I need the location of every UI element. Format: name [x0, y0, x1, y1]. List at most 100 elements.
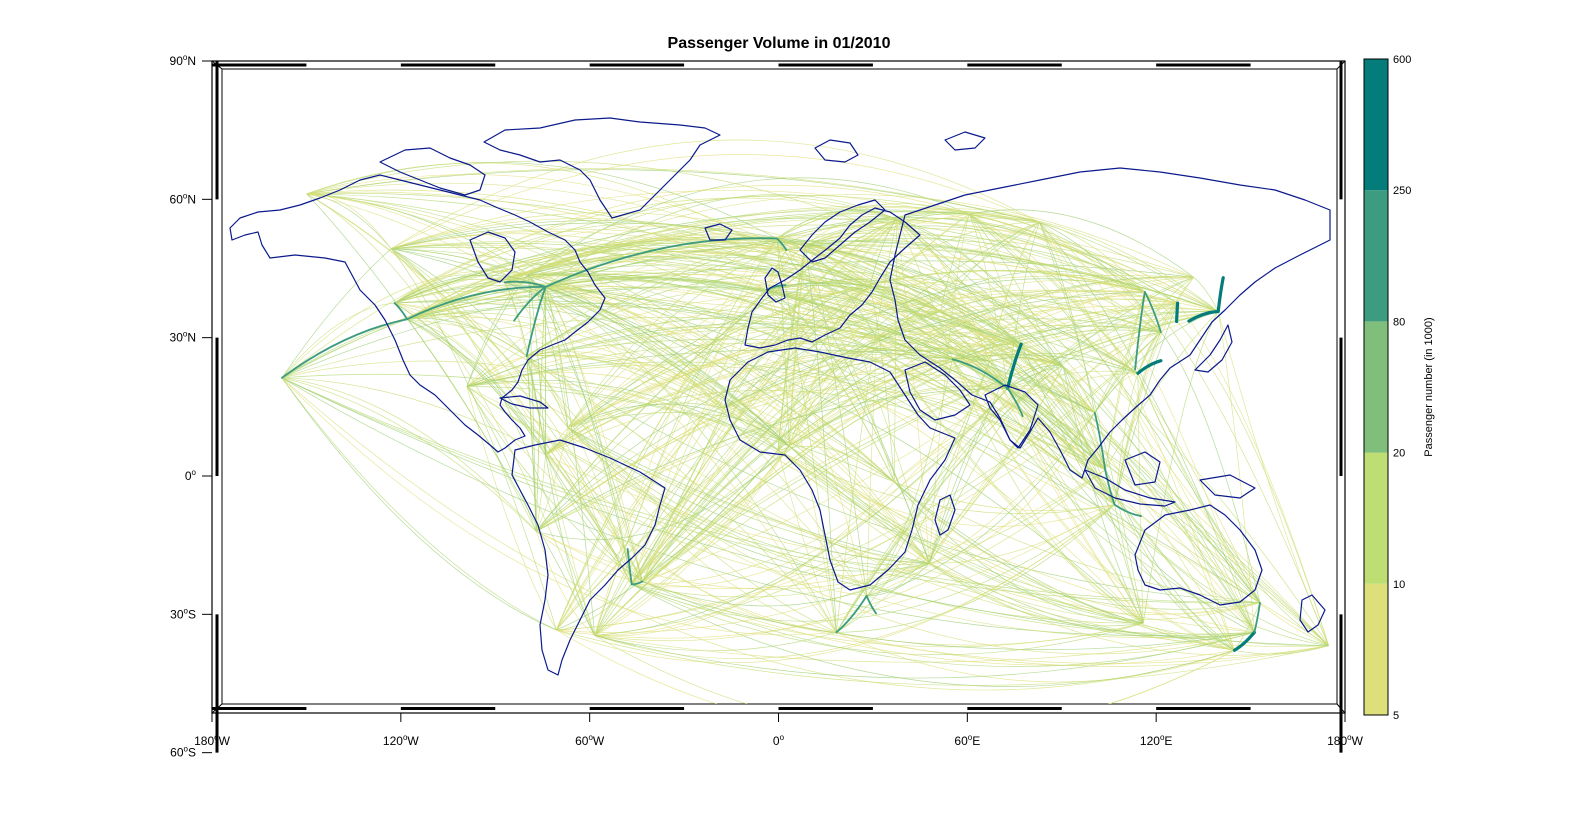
route-arc: [466, 296, 1178, 387]
lon-label: 60oW: [575, 733, 605, 748]
route-arc: [528, 270, 1329, 646]
route-arc: [1007, 388, 1255, 633]
route-arc: [528, 274, 546, 455]
colorbar-tick-label: 80: [1393, 316, 1405, 328]
route-arc: [567, 427, 930, 564]
route-arc: [989, 222, 1040, 362]
route-arc: [1114, 331, 1162, 505]
route-arc: [545, 454, 643, 582]
colorbar-bin: [1364, 321, 1388, 453]
colorbar-bin: [1364, 583, 1388, 715]
route-arc: [777, 449, 1329, 656]
route-arc: [556, 629, 1329, 686]
route-arc: [1160, 331, 1261, 603]
route-arc: [526, 354, 930, 564]
major-route: [1006, 342, 1023, 390]
route-arc: [390, 248, 633, 585]
route-arc: [526, 355, 837, 633]
route-arc: [306, 193, 1261, 604]
route-arc: [466, 386, 837, 633]
route-arc: [526, 355, 1261, 604]
major-route: [1253, 601, 1261, 634]
route-arc: [929, 504, 1115, 564]
route-arc: [631, 308, 1219, 585]
route-arc: [535, 218, 897, 532]
route-arc: [281, 377, 1261, 604]
major-route: [835, 595, 868, 634]
route-arc: [642, 311, 1219, 582]
longitude-labels: 180oW 120oW 60oW 0o 60oE 120oE 180oW: [194, 713, 1364, 748]
route-arc: [1007, 331, 1161, 389]
route-arc: [836, 276, 1194, 633]
route-arc: [989, 353, 1139, 374]
route-arc: [805, 217, 1146, 293]
route-arc: [390, 154, 1040, 250]
route-arc: [642, 562, 930, 607]
route-arc: [466, 274, 529, 387]
route-arc: [1144, 291, 1329, 646]
route-arc: [1142, 311, 1219, 624]
route-arc: [1137, 331, 1162, 374]
lon-label: 0o: [773, 733, 785, 748]
route-arc: [504, 207, 1040, 283]
route-arc: [391, 222, 1139, 374]
route-arc: [989, 360, 1008, 389]
route-arc: [394, 301, 1144, 624]
route-arc: [466, 386, 557, 631]
major-route: [1136, 359, 1163, 375]
coast-madagascar: [934, 494, 956, 536]
route-arc: [1062, 365, 1096, 413]
map-frame: [211, 60, 1346, 753]
route-arc: [594, 331, 1162, 636]
major-route: [630, 580, 644, 586]
route-arc: [545, 454, 643, 582]
route-arc: [526, 356, 546, 455]
route-arc: [406, 318, 546, 455]
lon-label: 120oW: [383, 733, 419, 748]
coast-novaya-zemlya: [944, 131, 986, 151]
route-arc: [594, 445, 790, 636]
route-arc: [1114, 504, 1144, 624]
route-arc: [567, 337, 877, 428]
route-arc: [406, 286, 1106, 471]
route-arc: [1193, 277, 1219, 312]
route-arc: [535, 531, 595, 636]
route-arc: [894, 481, 1261, 615]
coast-new-guinea: [1199, 474, 1256, 499]
route-arc: [786, 249, 1235, 651]
route-arc: [281, 377, 537, 532]
route-arc: [776, 213, 897, 239]
route-arc: [776, 210, 897, 239]
coast-borneo: [1124, 451, 1161, 486]
route-arc: [281, 377, 537, 532]
latitude-labels: 90oN 60oN 30oN 0o 30oS 60oS: [170, 53, 212, 760]
route-arc: [394, 279, 505, 304]
major-route: [1134, 291, 1146, 371]
route-arc: [786, 218, 897, 251]
route-arc: [805, 245, 930, 564]
route-arc: [594, 631, 1255, 663]
route-arc: [788, 445, 1235, 651]
route-arc: [594, 408, 725, 636]
route-arc: [777, 311, 941, 451]
route-arc: [642, 469, 1106, 589]
route-arc: [526, 355, 1329, 647]
route-arc: [466, 386, 1255, 635]
route-arc: [281, 377, 1329, 647]
route-arc: [1137, 277, 1194, 374]
route-arc: [466, 386, 643, 582]
route-arc: [876, 280, 1145, 338]
route-arc: [390, 248, 557, 631]
route-arc: [567, 427, 930, 564]
route-arc: [929, 562, 1144, 627]
route-arc: [594, 445, 790, 636]
route-arc: [466, 349, 953, 387]
route-arc: [876, 311, 941, 338]
colorbar: 600 250 80 20 10 5 Passenger number (in 1000): [1363, 54, 1435, 722]
route-arc: [1062, 366, 1144, 624]
route-arc: [281, 377, 1235, 691]
route-arc: [631, 218, 898, 585]
route-arc: [536, 311, 1219, 532]
lat-label: 60oN: [170, 191, 196, 206]
route-arc: [594, 311, 1219, 636]
